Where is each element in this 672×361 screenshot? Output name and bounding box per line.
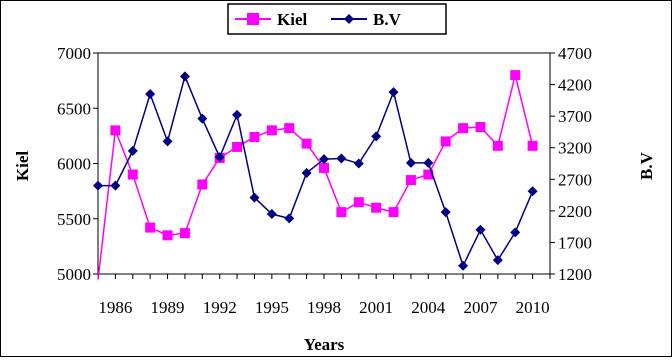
data-point-kiel (249, 131, 260, 142)
legend-kiel-label: Kiel (277, 10, 307, 29)
right-tick-label: 4700 (558, 44, 592, 63)
series-layer (93, 70, 538, 280)
legend-bv-marker (344, 14, 354, 24)
data-point-bv (336, 153, 347, 164)
data-point-kiel (475, 122, 486, 133)
data-point-bv (162, 136, 173, 147)
data-point-bv (405, 157, 416, 168)
data-point-bv (127, 145, 138, 156)
left-tick-label: 6000 (57, 155, 91, 174)
data-point-bv (458, 260, 469, 271)
data-point-kiel (458, 123, 469, 134)
x-tick-label: 1986 (98, 298, 132, 317)
x-tick-label: 2010 (516, 298, 550, 317)
left-tick-label: 5000 (57, 265, 91, 284)
data-point-bv (388, 87, 399, 98)
data-point-kiel (179, 228, 190, 239)
left-axis-title: Kiel (13, 151, 32, 181)
left-tick-label: 5500 (57, 210, 91, 229)
data-point-kiel (319, 162, 329, 173)
x-tick-label: 2007 (463, 298, 498, 317)
data-point-kiel (527, 140, 538, 151)
series-line-bv (98, 74, 534, 268)
right-tick-label: 3200 (558, 139, 592, 158)
series-line-kiel (97, 74, 534, 280)
data-point-bv (232, 109, 243, 120)
data-point-kiel (510, 70, 521, 81)
x-tick-label: 1992 (203, 298, 237, 317)
right-tick-label: 3700 (558, 107, 592, 126)
data-point-bv (319, 154, 329, 165)
data-point-kiel (197, 179, 208, 190)
data-point-kiel (127, 169, 138, 180)
data-point-bv (110, 180, 121, 191)
right-tick-label: 2700 (558, 170, 592, 189)
data-point-bv (423, 157, 434, 168)
x-axis-title: Years (304, 335, 345, 354)
data-point-bv (214, 152, 225, 163)
data-point-bv (249, 192, 260, 203)
data-point-kiel (492, 140, 503, 151)
data-point-bv (93, 180, 103, 191)
right-tick-label: 4200 (558, 76, 592, 95)
data-point-kiel (110, 125, 121, 136)
x-tick-label: 2004 (411, 298, 446, 317)
data-point-kiel (405, 175, 416, 186)
x-axis-ticks: 1986 1989 1992 1995 1998 2001 2004 2007 2010 (97, 274, 551, 317)
legend-bv-label: B.V (373, 10, 402, 29)
data-point-bv (440, 207, 451, 218)
data-point-bv (197, 113, 208, 124)
x-tick-label: 2001 (359, 298, 393, 317)
data-point-kiel (353, 197, 364, 208)
data-point-bv (179, 71, 190, 82)
data-point-kiel (423, 169, 434, 180)
right-axis-title: B.V (637, 151, 656, 180)
right-tick-label: 1200 (558, 265, 592, 284)
data-point-kiel (162, 230, 173, 241)
data-point-kiel (266, 125, 277, 136)
data-point-kiel (388, 207, 399, 218)
left-tick-label: 6500 (57, 99, 91, 118)
data-point-bv (353, 158, 364, 169)
data-point-bv (266, 209, 277, 220)
left-axis-ticks: 5000 5500 6000 6500 7000 (57, 44, 98, 284)
data-point-kiel (284, 123, 295, 134)
data-point-kiel (440, 136, 451, 147)
data-point-bv (492, 255, 503, 266)
data-point-bv (510, 227, 521, 238)
legend: Kiel B.V (227, 3, 447, 35)
x-tick-label: 1995 (255, 298, 289, 317)
legend-kiel-marker (247, 13, 259, 25)
data-point-bv (145, 89, 156, 100)
data-point-kiel (232, 141, 243, 152)
right-tick-label: 1700 (558, 233, 592, 252)
x-tick-label: 1998 (307, 298, 341, 317)
data-point-kiel (336, 207, 347, 218)
data-point-kiel (301, 138, 312, 149)
data-point-bv (371, 131, 382, 142)
right-tick-label: 2200 (558, 202, 592, 221)
data-point-kiel (371, 202, 382, 213)
data-point-bv (475, 224, 486, 235)
data-point-bv (527, 186, 538, 197)
x-tick-label: 1989 (151, 298, 185, 317)
data-point-kiel (145, 222, 156, 233)
right-axis-ticks: 1200 1700 2200 2700 3200 3700 4200 4700 (550, 44, 592, 284)
data-point-bv (284, 213, 295, 224)
data-point-bv (301, 167, 312, 178)
left-tick-label: 7000 (57, 44, 91, 63)
